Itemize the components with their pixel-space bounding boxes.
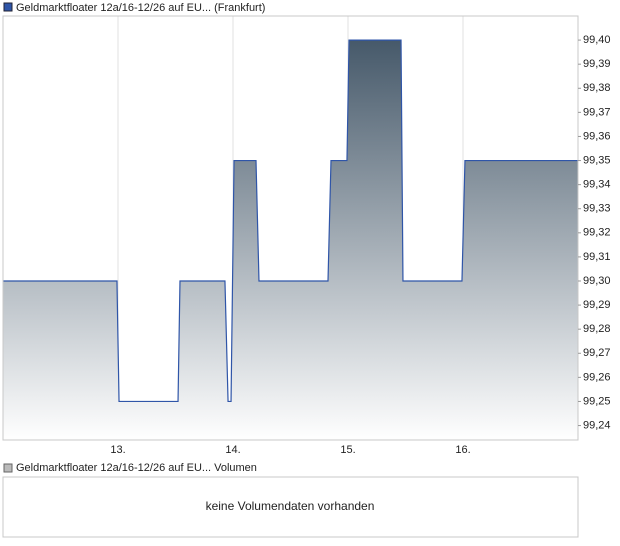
y-tick-label: 99,27: [583, 347, 611, 359]
y-tick-label: 99,24: [583, 419, 611, 431]
y-tick-label: 99,32: [583, 227, 611, 239]
volume-legend: Geldmarktfloater 12a/16-12/26 auf EU... …: [16, 462, 257, 474]
x-tick-label: 15.: [340, 444, 355, 456]
line: [3, 39, 578, 403]
y-tick-label: 99,40: [583, 34, 611, 46]
x-tick-label: 13.: [110, 444, 125, 456]
plot-frame: [2, 15, 579, 441]
y-tick-label: 99,30: [583, 275, 611, 287]
legend-swatch: [3, 2, 13, 12]
volume-frame: [2, 476, 579, 538]
legend-label: Geldmarktfloater 12a/16-12/26 auf EU... …: [16, 2, 265, 14]
y-tick-label: 99,29: [583, 299, 611, 311]
y-tick-label: 99,37: [583, 106, 611, 118]
y-tick-label: 99,35: [583, 154, 611, 166]
y-tick-label: 99,36: [583, 130, 611, 142]
y-tick-label: 99,31: [583, 251, 611, 263]
y-tick-label: 99,38: [583, 82, 611, 94]
volume-legend-swatch: [3, 463, 13, 473]
y-tick-label: 99,39: [583, 58, 611, 70]
x-tick-label: 14.: [225, 444, 240, 456]
y-tick-label: 99,33: [583, 203, 611, 215]
volume-message: keine Volumendaten vorhanden: [206, 499, 375, 513]
y-tick-label: 99,26: [583, 371, 611, 383]
y-tick-label: 99,34: [583, 179, 611, 191]
area: [3, 40, 578, 440]
x-tick-label: 16.: [455, 444, 470, 456]
y-tick-label: 99,25: [583, 395, 611, 407]
y-tick-label: 99,28: [583, 323, 611, 335]
